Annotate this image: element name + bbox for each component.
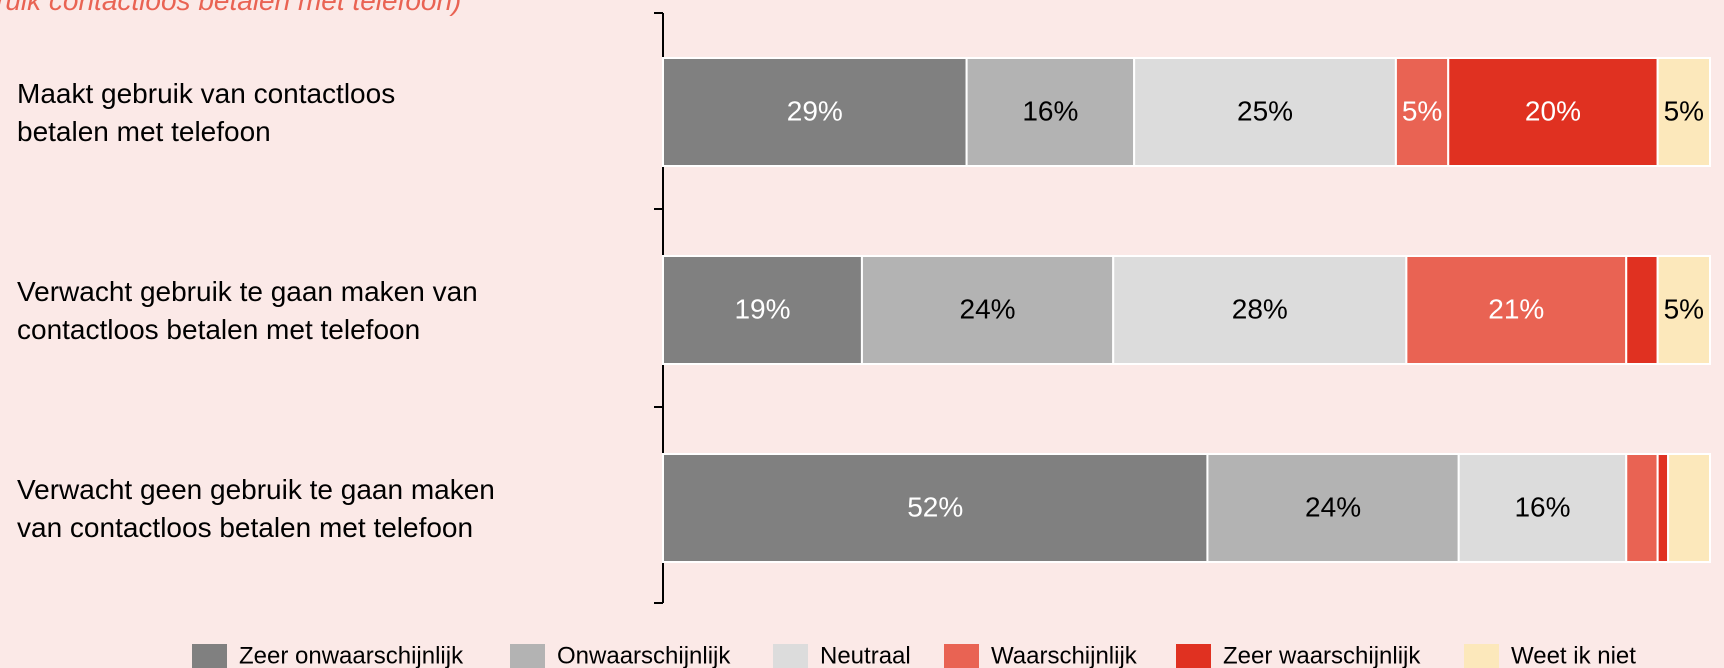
bar-segment <box>1133 57 1397 167</box>
data-label: 24% <box>1305 491 1361 522</box>
legend-label: Neutraal <box>820 642 911 668</box>
legend-swatch <box>1464 644 1499 668</box>
category-label: Verwacht gebruik te gaan maken van contac… <box>17 276 478 345</box>
bar-segment <box>1656 453 1670 563</box>
data-label: 24% <box>960 293 1016 324</box>
bar-segment <box>1625 255 1659 365</box>
data-label: 5% <box>1664 293 1704 324</box>
data-label: 25% <box>1237 95 1293 126</box>
bar-segment <box>1447 57 1659 167</box>
legend-label: Weet ik niet <box>1511 642 1636 668</box>
legend-swatch <box>944 644 979 668</box>
legend-swatch <box>510 644 545 668</box>
legend-label: Waarschijnlijk <box>991 642 1138 668</box>
category-label: Verwacht geen gebruik te gaan maken van c… <box>17 474 495 543</box>
axis <box>654 12 664 604</box>
legend-label: Zeer waarschijnlijk <box>1223 642 1421 668</box>
bar-segment <box>1625 453 1659 563</box>
data-label: 5% <box>1402 95 1442 126</box>
subtitle: ruik contactloos betalen met telefoon) <box>0 0 461 16</box>
legend-swatch <box>192 644 227 668</box>
data-label: 21% <box>1488 293 1544 324</box>
bar-segment <box>1656 57 1712 167</box>
data-label: 52% <box>907 491 963 522</box>
bar-segment <box>1112 255 1408 365</box>
data-label: 28% <box>1232 293 1288 324</box>
legend-swatch <box>1176 644 1211 668</box>
data-label: 29% <box>787 95 843 126</box>
legend-label: Onwaarschijnlijk <box>557 642 731 668</box>
bar-segment <box>1405 255 1628 365</box>
bar-segment <box>1656 255 1712 365</box>
bar-segment <box>662 255 863 365</box>
category-label: Maakt gebruik van contactloos betalen met… <box>17 78 395 147</box>
data-label: 5% <box>1664 95 1704 126</box>
legend-label: Zeer onwaarschijnlijk <box>239 642 464 668</box>
legend-swatch <box>773 644 808 668</box>
data-label: 19% <box>734 293 790 324</box>
data-label: 16% <box>1514 491 1570 522</box>
data-label: 16% <box>1022 95 1078 126</box>
bar-segment <box>662 57 968 167</box>
data-label: 20% <box>1525 95 1581 126</box>
bar-segment <box>1206 453 1460 563</box>
bar-segment <box>1667 453 1711 563</box>
bar-segment <box>965 57 1136 167</box>
